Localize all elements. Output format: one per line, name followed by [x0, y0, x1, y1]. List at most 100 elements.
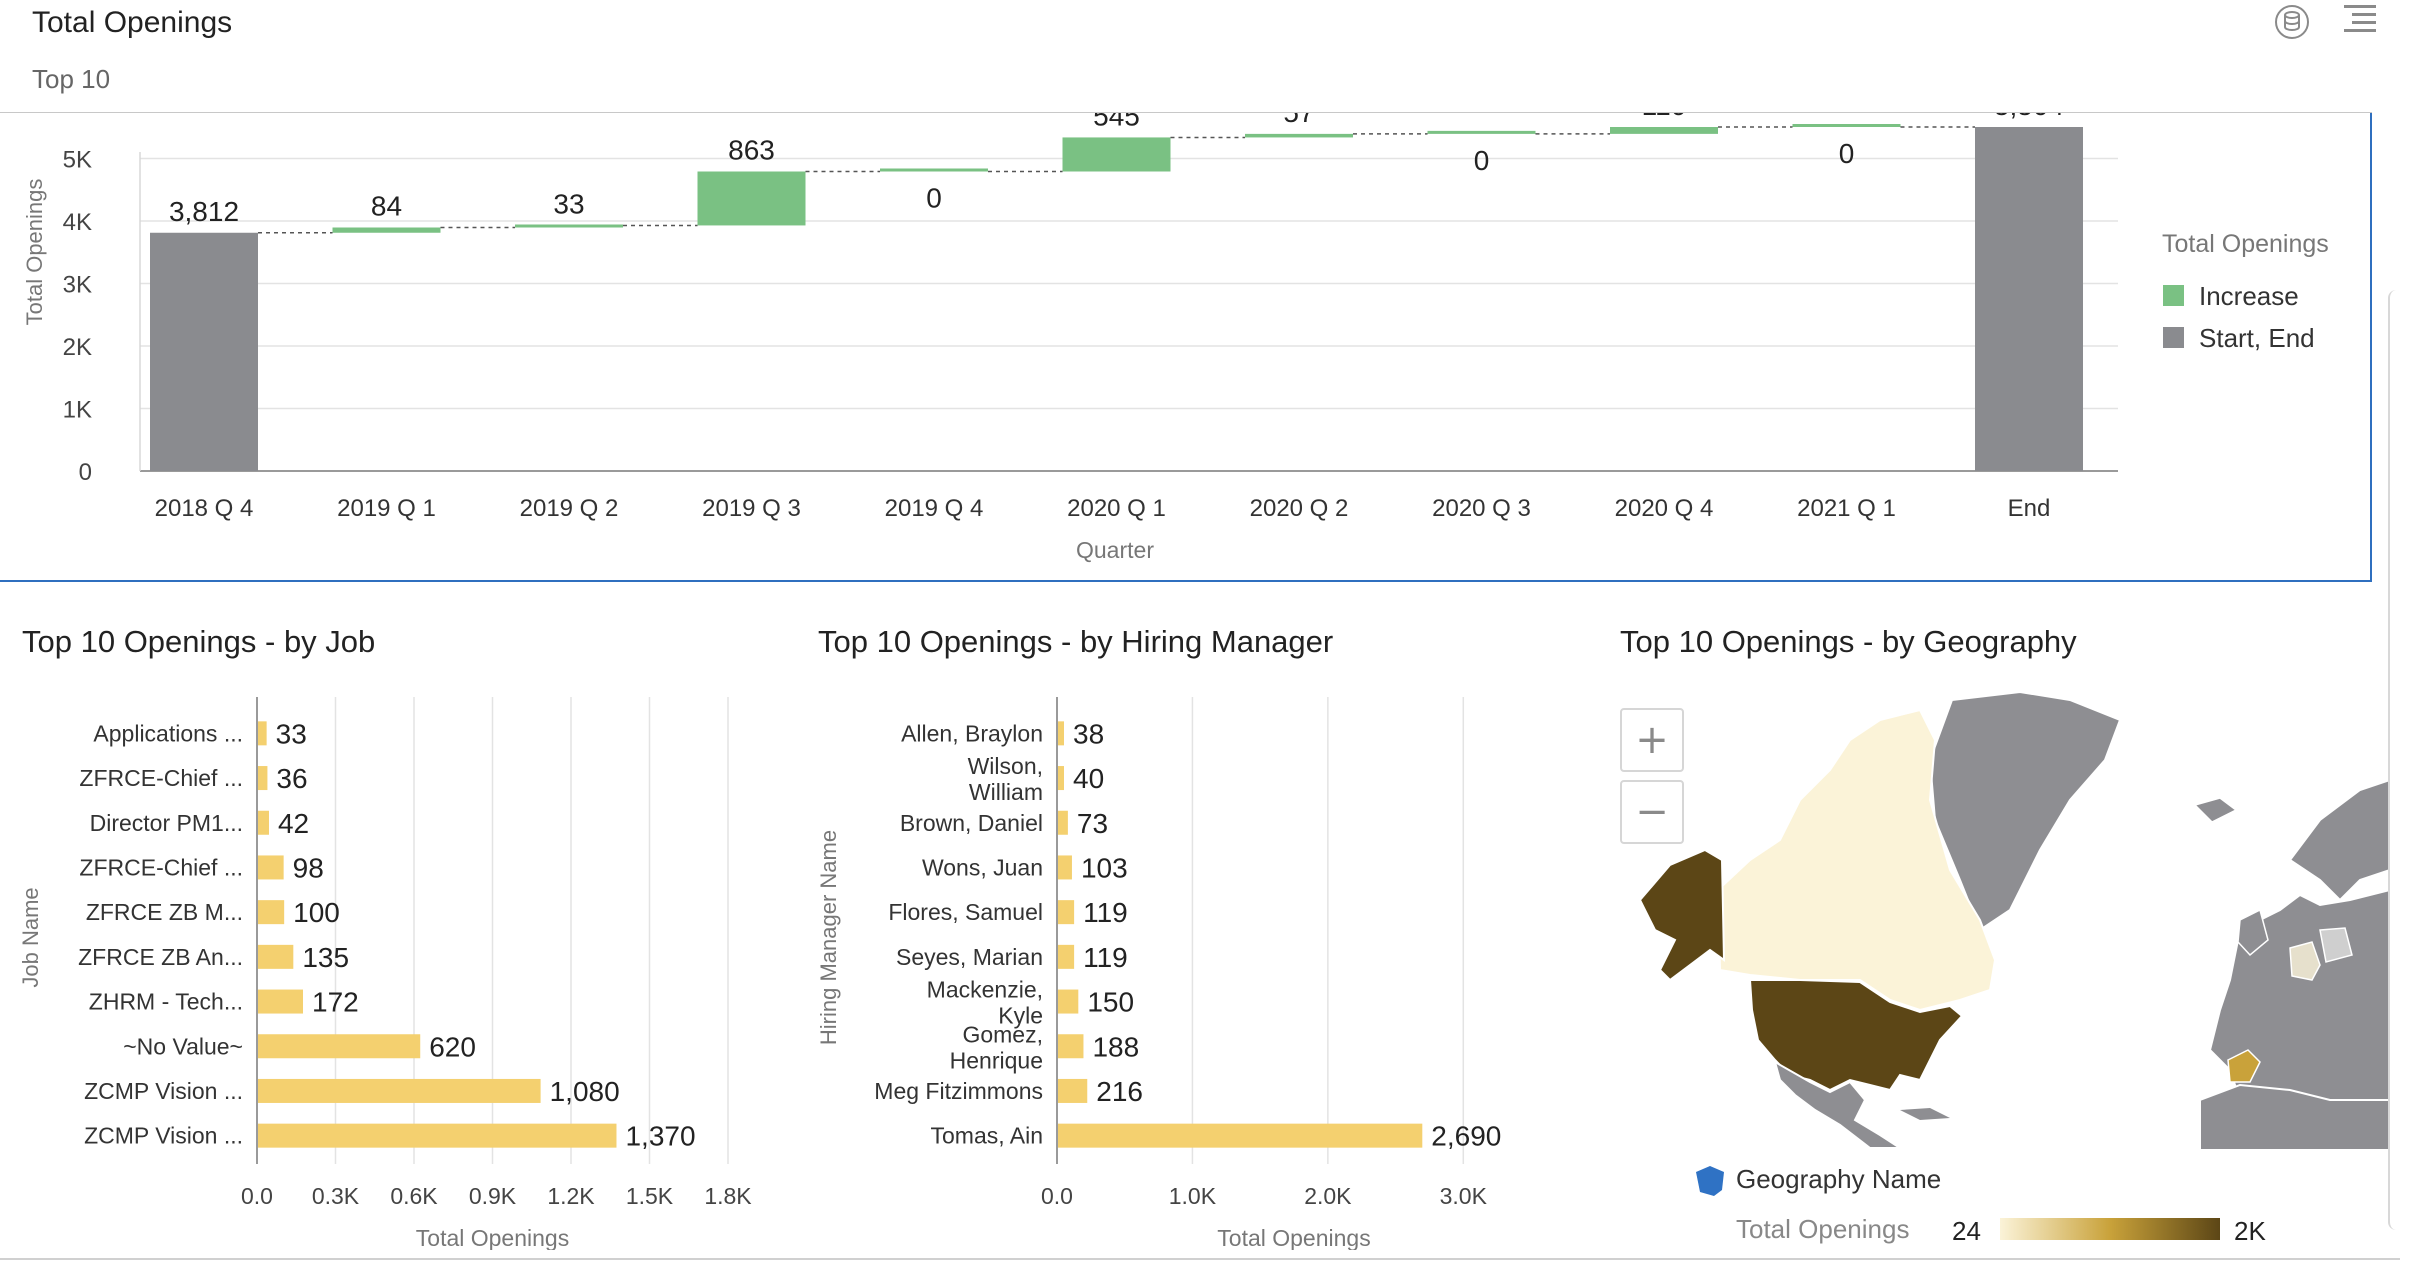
waterfall-data-label: 863 [728, 135, 775, 166]
bar [1058, 810, 1068, 835]
bar-data-label: 119 [1083, 897, 1128, 928]
bar [258, 944, 294, 969]
bar-data-label: 33 [276, 718, 307, 749]
bar-data-label: 1,080 [550, 1076, 620, 1107]
waterfall-chart: 0 1K 2K 3K 4K 5K Total Openings 3,812 2018 Q 4 84… [22, 112, 2329, 563]
bar [1058, 1123, 1423, 1148]
waterfall-bar [1610, 127, 1718, 134]
menu-icon[interactable] [2340, 0, 2380, 40]
bar [1058, 721, 1064, 746]
legend-item-label: Start, End [2199, 323, 2315, 353]
job-bar-chart: 0.0 0.3K 0.6K 0.9K 1.2K 1.5K 1.8K 33 Application… [18, 697, 752, 1250]
bar-data-label: 1,370 [625, 1121, 695, 1152]
x-tick-label: 2019 Q 4 [885, 495, 984, 522]
bar [1058, 900, 1075, 925]
category-label: Gomez, [962, 1021, 1043, 1047]
waterfall-bar [332, 227, 441, 233]
waterfall-bar [697, 171, 806, 226]
bar-data-label: 103 [1081, 852, 1128, 883]
category-label: ZHRM - Tech... [89, 989, 243, 1015]
bar-data-label: 2,690 [1431, 1121, 1501, 1152]
waterfall-bar [1062, 137, 1171, 172]
x-tick-label: 0.9K [469, 1183, 517, 1209]
waterfall-data-label: 5,504 [1994, 112, 2064, 121]
bar [258, 766, 268, 791]
category-label: ZFRCE ZB An... [78, 944, 243, 970]
database-icon[interactable] [2272, 2, 2312, 42]
category-label: ZFRCE-Chief ... [79, 765, 243, 791]
waterfall-data-label: 545 [1093, 112, 1140, 131]
waterfall-data-label: 33 [553, 188, 584, 219]
y-tick-label: 2K [63, 334, 92, 361]
bar-data-label: 36 [276, 763, 307, 794]
x-axis-title: Quarter [1076, 537, 1154, 563]
x-tick-label: 2021 Q 1 [1797, 495, 1896, 522]
page-title: Total Openings [32, 6, 233, 39]
y-tick-label: 3K [63, 272, 92, 299]
bar-data-label: 188 [1092, 1031, 1139, 1062]
x-tick-label: 2018 Q 4 [155, 495, 254, 522]
bar-data-label: 119 [1083, 942, 1128, 973]
legend-color-scale [2000, 1218, 2220, 1240]
region-mexico [1773, 1059, 1904, 1149]
y-axis-title: Job Name [18, 887, 43, 987]
region-poland [2319, 927, 2353, 963]
waterfall-bar [1975, 127, 2083, 471]
waterfall-data-label: 0 [1474, 145, 1490, 176]
zoom-in-button[interactable]: + [1620, 708, 1684, 772]
x-tick-label: 1.2K [547, 1183, 595, 1209]
bar [258, 1034, 421, 1059]
bar-data-label: 620 [429, 1031, 476, 1062]
y-tick-label: 0 [79, 459, 92, 486]
x-tick-label: 2020 Q 1 [1067, 495, 1166, 522]
y-axis-title: Hiring Manager Name [816, 830, 841, 1045]
category-label: Brown, Daniel [900, 810, 1043, 836]
geography-shape-icon [1696, 1166, 1724, 1196]
zoom-out-button[interactable]: − [1620, 780, 1684, 844]
panel-header: Total Openings Top 10 [0, 0, 2376, 113]
x-tick-label: 2019 Q 1 [337, 495, 436, 522]
bar-data-label: 73 [1077, 808, 1108, 839]
category-label: ZFRCE-Chief ... [79, 854, 243, 880]
waterfall-data-label: 84 [371, 191, 402, 222]
vertical-scrollbar[interactable] [2388, 290, 2406, 1230]
bar [1058, 855, 1072, 880]
x-axis-title: Total Openings [416, 1225, 569, 1250]
bar [258, 721, 267, 746]
y-tick-label: 1K [63, 397, 92, 424]
category-label: Allen, Braylon [901, 720, 1043, 746]
job-chart-title: Top 10 Openings - by Job [22, 624, 376, 659]
bar [258, 1123, 617, 1148]
waterfall-panel: Total Openings Top 10 0 1K 2K 3K 4K 5K Total O… [0, 0, 2376, 582]
bar-data-label: 98 [293, 852, 324, 883]
legend-scale-max: 2K [2234, 1216, 2266, 1246]
waterfall-body: 0 1K 2K 3K 4K 5K Total Openings 3,812 2018 Q 4 84… [0, 112, 2372, 582]
x-tick-label: 3.0K [1440, 1183, 1488, 1209]
bar-data-label: 38 [1073, 718, 1104, 749]
region-caribbean [1900, 1108, 1950, 1120]
waterfall-data-label: 3,812 [169, 196, 239, 227]
world-map[interactable] [1600, 680, 2390, 1150]
manager-bar-chart: 0.0 1.0K 2.0K 3.0K 38 Allen, Braylon 40 Wilson,… [816, 697, 1501, 1250]
region-germany [2289, 941, 2321, 981]
bar-data-label: 150 [1087, 987, 1134, 1018]
x-tick-label: 0.0 [241, 1183, 273, 1209]
category-label: Seyes, Marian [896, 944, 1043, 970]
geo-chart-title: Top 10 Openings - by Geography [1620, 624, 2077, 659]
category-label: ZCMP Vision ... [84, 1123, 243, 1149]
waterfall-bar [150, 232, 258, 471]
x-tick-label: 2020 Q 3 [1432, 495, 1531, 522]
bar [258, 1078, 541, 1103]
x-tick-label: 0.0 [1041, 1183, 1073, 1209]
waterfall-data-label: 0 [926, 183, 942, 214]
x-tick-label: 0.3K [312, 1183, 360, 1209]
x-tick-label: 1.8K [704, 1183, 752, 1209]
y-axis-title: Total Openings [22, 179, 47, 326]
x-tick-label: 1.0K [1169, 1183, 1217, 1209]
waterfall-bar [515, 224, 623, 228]
category-label: William [969, 779, 1043, 805]
legend-geography-label: Geography Name [1736, 1164, 1942, 1194]
x-tick-label: 2019 Q 2 [520, 495, 619, 522]
waterfall-data-label: 57 [1283, 112, 1314, 128]
bar [1058, 766, 1064, 791]
